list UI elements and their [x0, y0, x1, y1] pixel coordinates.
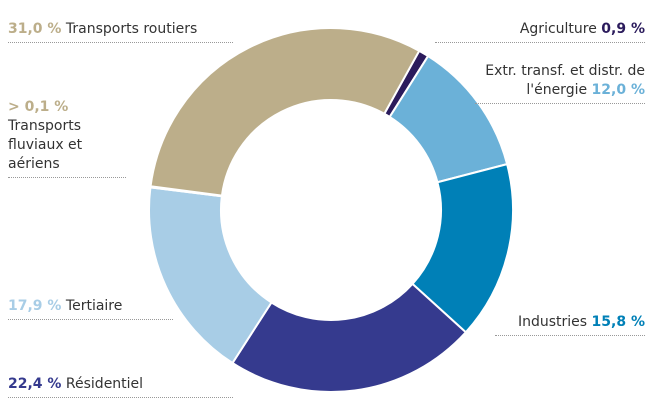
- value-label: 0,9 %: [601, 21, 645, 37]
- label: Industries 15,8 %: [495, 313, 645, 336]
- donut-segment: [231, 282, 468, 393]
- label: Extr. transf. et distr. de l'énergie 12,…: [475, 62, 645, 104]
- label: 22,4 % Résidentiel: [8, 375, 233, 398]
- value-label: 22,4 %: [8, 376, 62, 392]
- category-label: Extr. transf. et distr. de l'énergie: [485, 63, 645, 98]
- category-label: Résidentiel: [65, 376, 144, 392]
- value-label: 15,8 %: [591, 314, 645, 330]
- label: Agriculture 0,9 %: [435, 20, 645, 43]
- category-label: Transports routiers: [65, 21, 198, 37]
- value-label: 31,0 %: [8, 21, 62, 37]
- value-label: > 0,1 %: [8, 99, 69, 115]
- label: 31,0 % Transports routiers: [8, 20, 233, 43]
- label: > 0,1 % Transports fluviaux et aériens: [8, 98, 126, 178]
- label: 17,9 % Tertiaire: [8, 297, 173, 320]
- value-label: 12,0 %: [591, 82, 645, 98]
- donut-segment: [149, 27, 421, 197]
- category-label: Agriculture: [519, 21, 597, 37]
- category-label: Industries: [517, 314, 588, 330]
- category-label: Transports fluviaux et aériens: [8, 118, 83, 172]
- category-label: Tertiaire: [65, 298, 123, 314]
- value-label: 17,9 %: [8, 298, 62, 314]
